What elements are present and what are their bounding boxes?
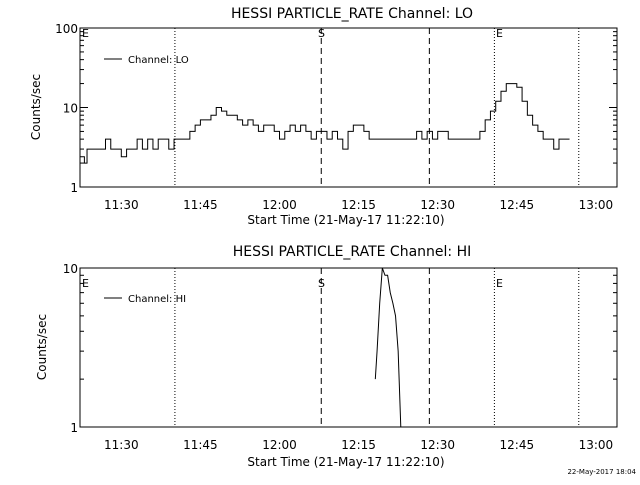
lo-panel: HESSI PARTICLE_RATE Channel: LO 11:30 11:… [29, 6, 618, 227]
y-tick-label: 10 [63, 262, 78, 276]
x-tick-label: 11:30 [104, 198, 139, 212]
x-tick-label: 12:45 [500, 198, 535, 212]
lo-marker-e1: E [82, 27, 89, 40]
hi-y-axis-label: Counts/sec [35, 314, 49, 380]
x-tick-label: 11:45 [183, 438, 218, 452]
lo-x-ticks: 11:30 11:45 12:00 12:15 12:30 12:45 13:00 [104, 198, 613, 212]
hi-time-markers [174, 268, 580, 427]
lo-x-axis-label: Start Time (21-May-17 11:22:10) [247, 213, 444, 227]
hi-x-axis-label: Start Time (21-May-17 11:22:10) [247, 455, 444, 469]
x-tick-label: 12:15 [341, 438, 376, 452]
hi-x-ticks: 11:30 11:45 12:00 12:15 12:30 12:45 13:00 [104, 438, 613, 452]
x-tick-label: 13:00 [579, 198, 614, 212]
x-tick-label: 12:30 [420, 438, 455, 452]
hi-y-ticks: 1 10 [63, 262, 617, 435]
x-tick-label: 11:30 [104, 438, 139, 452]
hi-chart-title: HESSI PARTICLE_RATE Channel: HI [233, 244, 471, 260]
y-tick-label: 10 [63, 102, 78, 116]
lo-marker-e2: E [496, 27, 503, 40]
lo-chart-title: HESSI PARTICLE_RATE Channel: LO [231, 6, 473, 22]
lo-time-markers [174, 28, 580, 187]
x-tick-label: 12:30 [420, 198, 455, 212]
y-tick-label: 1 [70, 421, 78, 435]
x-tick-label: 13:00 [579, 438, 614, 452]
hi-marker-e2: E [496, 277, 503, 290]
x-tick-label: 12:00 [262, 438, 297, 452]
lo-legend-label: Channel: LO [128, 55, 189, 66]
y-tick-label: 1 [70, 181, 78, 195]
hi-plot-frame [79, 267, 618, 428]
x-tick-label: 12:15 [341, 198, 376, 212]
lo-y-axis-label: Counts/sec [29, 74, 43, 140]
lo-marker-s: S [318, 27, 325, 40]
x-tick-label: 12:45 [500, 438, 535, 452]
lo-plot-frame [79, 27, 618, 188]
hi-panel: HESSI PARTICLE_RATE Channel: HI 11:30 11:… [35, 244, 618, 469]
hi-legend-label: Channel: HI [128, 294, 186, 305]
lo-y-ticks: 1 10 100 [55, 22, 617, 195]
y-tick-label: 100 [55, 22, 78, 36]
generation-timestamp: 22-May-2017 18:04 [567, 468, 636, 476]
x-tick-label: 12:00 [262, 198, 297, 212]
hi-marker-e1: E [82, 277, 89, 290]
hi-marker-s: S [318, 277, 325, 290]
lo-series-line [80, 83, 570, 164]
x-tick-label: 11:45 [183, 198, 218, 212]
hi-series-line [374, 267, 402, 428]
